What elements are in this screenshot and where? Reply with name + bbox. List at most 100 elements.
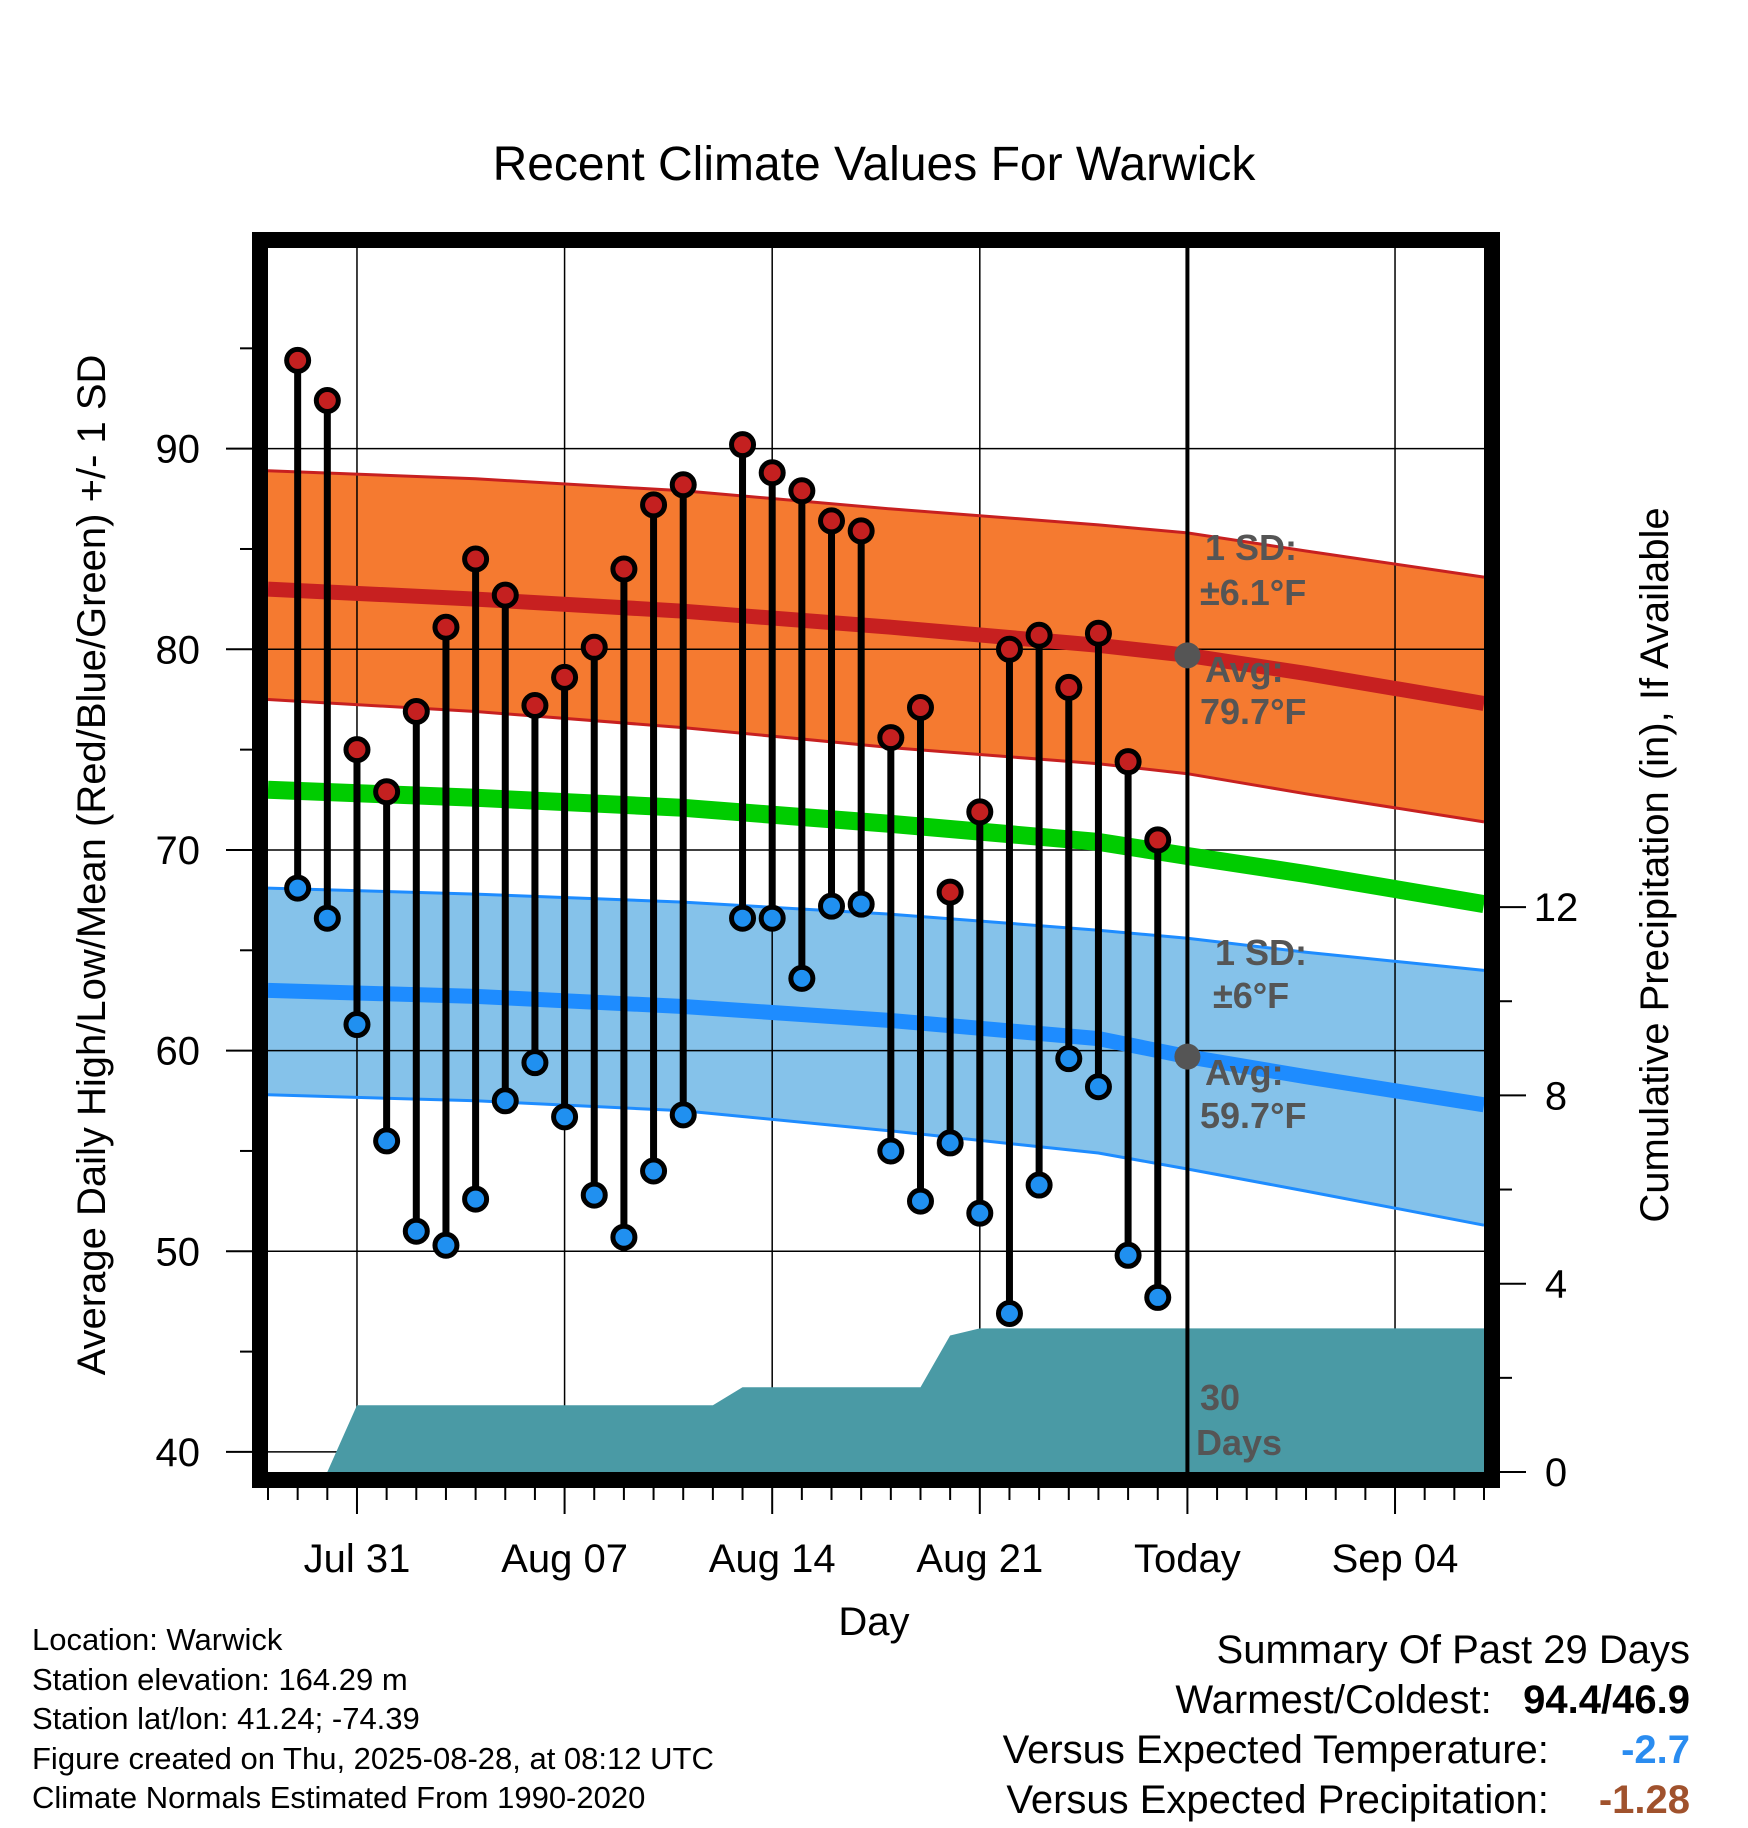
meta-location: Location: Warwick	[32, 1622, 283, 1657]
daily-high-point-17	[818, 507, 846, 535]
daily-high-point-24	[1025, 621, 1053, 649]
daily-low-point-20	[906, 1187, 934, 1215]
daily-high-point-0	[284, 346, 312, 374]
precipitation-area	[268, 1328, 1484, 1472]
high-sd-value: ±6.1°F	[1200, 572, 1306, 613]
plot-border	[252, 232, 1500, 1488]
daily-high-point-27	[1114, 748, 1142, 776]
daily-low-point-21	[936, 1129, 964, 1157]
daily-high-point-16	[788, 477, 816, 505]
daily-low-point-14	[729, 904, 757, 932]
plot-frame	[252, 232, 1500, 1488]
window-days-label: Days	[1196, 1422, 1282, 1463]
high-sd-label: 1 SD:	[1205, 527, 1297, 568]
daily-high-point-10	[580, 633, 608, 661]
daily-high-point-19	[877, 724, 905, 752]
y-tick-label-1: 50	[156, 1230, 201, 1274]
y2-tick-label-1: 4	[1545, 1263, 1567, 1307]
summary-heading: Summary Of Past 29 Days	[1216, 1628, 1690, 1672]
daily-low-point-22	[966, 1199, 994, 1227]
high-avg-label: Avg:	[1205, 649, 1284, 690]
y-tick-label-0: 40	[156, 1431, 201, 1475]
daily-high-point-9	[551, 663, 579, 691]
y-axis-label: Average Daily High/Low/Mean (Red/Blue/Gr…	[70, 355, 114, 1376]
daily-high-point-12	[640, 491, 668, 519]
daily-low-point-26	[1084, 1073, 1112, 1101]
today-high-avg-point	[1174, 642, 1201, 669]
meta-created: Figure created on Thu, 2025-08-28, at 08…	[32, 1740, 714, 1776]
daily-low-point-7	[491, 1087, 519, 1115]
x-tick-label-2: Aug 14	[709, 1537, 836, 1581]
daily-high-point-2	[343, 736, 371, 764]
daily-low-point-13	[669, 1101, 697, 1129]
y2-tick-label-0: 0	[1545, 1451, 1567, 1495]
summary-panel: Summary Of Past 29 Days Warmest/Coldest:…	[1003, 1625, 1690, 1825]
daily-low-point-16	[788, 964, 816, 992]
daily-low-point-24	[1025, 1171, 1053, 1199]
y-tick-label-2: 60	[156, 1030, 201, 1074]
x-tick-label-0: Jul 31	[304, 1537, 411, 1581]
normal-low-line	[267, 982, 1486, 1113]
summary-warmest-coldest: Warmest/Coldest: 94.4/46.9	[1003, 1675, 1690, 1725]
high-avg-value: 79.7°F	[1200, 691, 1306, 732]
daily-low-point-8	[521, 1049, 549, 1077]
daily-high-point-14	[729, 431, 757, 459]
daily-low-point-27	[1114, 1241, 1142, 1269]
summary-temperature: Versus Expected Temperature: -2.7	[1003, 1725, 1690, 1775]
x-axis-label: Day	[838, 1600, 909, 1644]
summary-precipitation: Versus Expected Precipitation: -1.28	[1003, 1775, 1690, 1825]
today-low-avg-point	[1174, 1043, 1201, 1070]
window-days-number: 30	[1200, 1377, 1240, 1418]
daily-low-point-0	[284, 874, 312, 902]
daily-high-point-11	[610, 555, 638, 583]
station-metadata: Location: Warwick Station elevation: 164…	[32, 1620, 714, 1818]
normal-bands	[268, 470, 1484, 1226]
temp-value: -2.7	[1621, 1728, 1690, 1772]
high-upper-edge	[267, 469, 1485, 579]
low-sd-value: ±6°F	[1213, 975, 1289, 1016]
daily-high-point-8	[521, 691, 549, 719]
meta-elevation: Station elevation: 164.29 m	[32, 1661, 408, 1697]
y2-tick-label-3: 12	[1534, 886, 1579, 930]
y-tick-label-3: 70	[156, 829, 201, 873]
daily-low-point-10	[580, 1181, 608, 1209]
daily-low-point-11	[610, 1223, 638, 1251]
daily-high-point-7	[491, 581, 519, 609]
low-avg-label: Avg:	[1205, 1052, 1284, 1093]
cumulative-precipitation	[268, 1328, 1484, 1472]
low-sd-band	[268, 888, 1484, 1226]
daily-low-point-3	[373, 1127, 401, 1155]
daily-low-point-25	[1055, 1045, 1083, 1073]
daily-high-point-13	[669, 471, 697, 499]
daily-high-point-28	[1144, 826, 1172, 854]
daily-high-point-22	[966, 798, 994, 826]
warmest-coldest-label: Warmest/Coldest:	[1175, 1678, 1492, 1722]
grid-lines	[268, 248, 1484, 1472]
chart-title: Recent Climate Values For Warwick	[493, 138, 1257, 191]
daily-high-point-25	[1055, 673, 1083, 701]
high-lower-edge	[267, 698, 1485, 824]
daily-low-point-17	[818, 892, 846, 920]
x-tick-label-4: Today	[1134, 1537, 1241, 1581]
daily-low-point-6	[462, 1185, 490, 1213]
daily-low-point-19	[877, 1137, 905, 1165]
high-sd-band	[268, 470, 1484, 822]
daily-range-stems	[284, 346, 1172, 1327]
daily-high-point-23	[995, 635, 1023, 663]
daily-high-point-18	[847, 517, 875, 545]
low-avg-value: 59.7°F	[1200, 1095, 1306, 1136]
daily-low-point-28	[1144, 1283, 1172, 1311]
daily-low-point-2	[343, 1011, 371, 1039]
low-sd-label: 1 SD:	[1215, 932, 1307, 973]
precip-label: Versus Expected Precipitation:	[1006, 1778, 1549, 1822]
normal-mean-line	[267, 780, 1486, 913]
daily-high-point-1	[313, 386, 341, 414]
x-tick-label-1: Aug 07	[501, 1537, 628, 1581]
daily-low-point-18	[847, 890, 875, 918]
daily-high-point-6	[462, 545, 490, 573]
y-tick-label-4: 80	[156, 628, 201, 672]
daily-high-point-21	[936, 878, 964, 906]
daily-low-point-15	[758, 904, 786, 932]
